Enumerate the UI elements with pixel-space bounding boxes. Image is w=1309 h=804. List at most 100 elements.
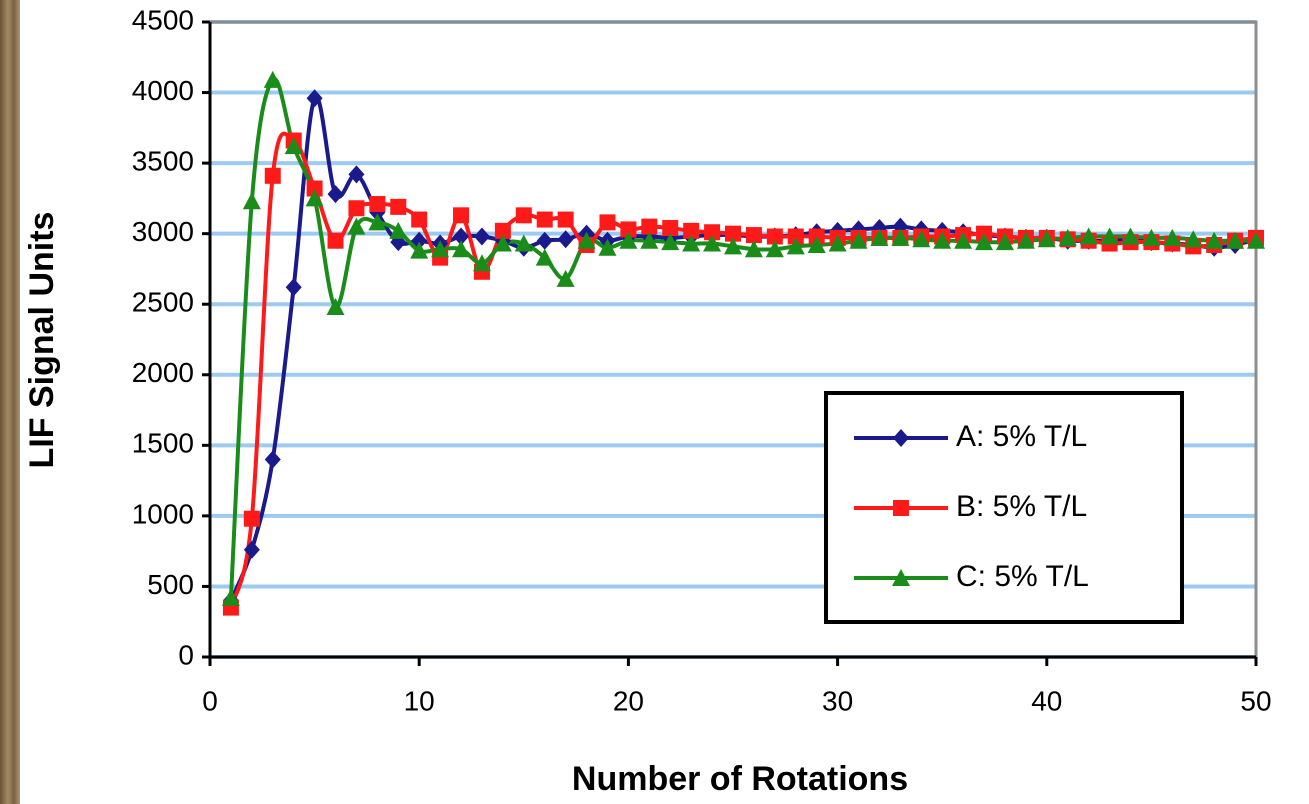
y-tick-label: 3000 [132, 216, 194, 247]
y-tick-label: 2500 [132, 287, 194, 318]
y-tick-label: 0 [178, 639, 194, 670]
y-tick-label: 4000 [132, 75, 194, 106]
marker [599, 214, 616, 231]
marker [1058, 228, 1077, 246]
marker [263, 70, 282, 88]
marker [536, 231, 553, 250]
marker [411, 211, 428, 228]
marker [493, 234, 512, 252]
y-axis-label: LIF Signal Units [23, 212, 61, 469]
marker [327, 232, 344, 249]
x-tick-label: 20 [613, 685, 644, 716]
marker [473, 227, 490, 246]
y-tick-label: 4500 [132, 4, 194, 35]
marker [870, 228, 889, 246]
marker [453, 207, 470, 224]
legend-label: B: 5% T/L [956, 490, 1087, 523]
marker [327, 185, 344, 204]
marker [369, 196, 386, 213]
marker [661, 233, 680, 251]
marker [536, 211, 553, 228]
marker [243, 510, 260, 527]
marker [264, 450, 281, 469]
marker [285, 278, 302, 297]
marker [242, 192, 261, 210]
marker [662, 220, 679, 237]
marker [766, 228, 783, 245]
marker [221, 588, 240, 606]
marker [891, 228, 910, 246]
marker [787, 228, 804, 245]
marker [557, 230, 574, 249]
marker [912, 230, 931, 248]
marker [933, 231, 952, 249]
marker [765, 240, 784, 258]
marker [1121, 227, 1140, 245]
marker [306, 89, 323, 108]
marker [577, 231, 596, 249]
marker [515, 207, 532, 224]
marker [892, 569, 910, 586]
marker [535, 248, 554, 266]
marker [243, 540, 260, 559]
marker [452, 240, 471, 258]
legend-label: A: 5% T/L [956, 420, 1087, 453]
marker [682, 234, 701, 252]
marker [1205, 231, 1224, 249]
marker [431, 240, 450, 258]
y-tick-label: 2000 [132, 357, 194, 388]
y-tick-label: 1000 [132, 498, 194, 529]
marker [557, 211, 574, 228]
marker [368, 213, 387, 231]
marker [389, 221, 408, 239]
x-tick-label: 40 [1031, 685, 1062, 716]
marker [284, 137, 303, 155]
marker [640, 231, 659, 249]
marker [347, 217, 366, 235]
legend-label: C: 5% T/L [956, 560, 1089, 593]
marker [1184, 230, 1203, 248]
marker [786, 237, 805, 255]
marker [306, 180, 323, 197]
marker [1037, 230, 1056, 248]
marker [893, 500, 909, 516]
marker [556, 269, 575, 287]
y-tick-label: 1500 [132, 428, 194, 459]
x-tick-label: 30 [822, 685, 853, 716]
marker [849, 231, 868, 249]
x-axis-label: Number of Rotations [572, 760, 908, 798]
marker [326, 298, 345, 316]
marker [305, 189, 324, 207]
marker [1100, 227, 1119, 245]
legend: A: 5% T/L B: 5% T/L C: 5% T/L [824, 391, 1184, 624]
marker [725, 225, 741, 242]
marker [1016, 231, 1035, 249]
marker [893, 429, 909, 447]
marker [744, 240, 763, 258]
marker [995, 233, 1014, 251]
marker [683, 222, 700, 239]
marker [807, 235, 826, 253]
marker [954, 231, 973, 249]
marker [410, 241, 429, 259]
marker [1247, 231, 1265, 249]
x-tick-label: 0 [202, 685, 218, 716]
plot-border [210, 20, 1258, 657]
marker [264, 167, 281, 184]
marker [641, 218, 658, 235]
marker [494, 222, 511, 239]
marker [620, 221, 637, 238]
marker [514, 234, 533, 252]
x-tick-label: 50 [1240, 685, 1271, 716]
marker [1163, 228, 1182, 246]
marker [1142, 228, 1161, 246]
marker [828, 234, 847, 252]
marker [472, 254, 491, 272]
marker [348, 165, 365, 184]
marker [619, 231, 638, 249]
x-tick-label: 10 [404, 685, 435, 716]
marker [598, 238, 617, 256]
marker [1226, 231, 1245, 249]
marker [704, 224, 721, 241]
